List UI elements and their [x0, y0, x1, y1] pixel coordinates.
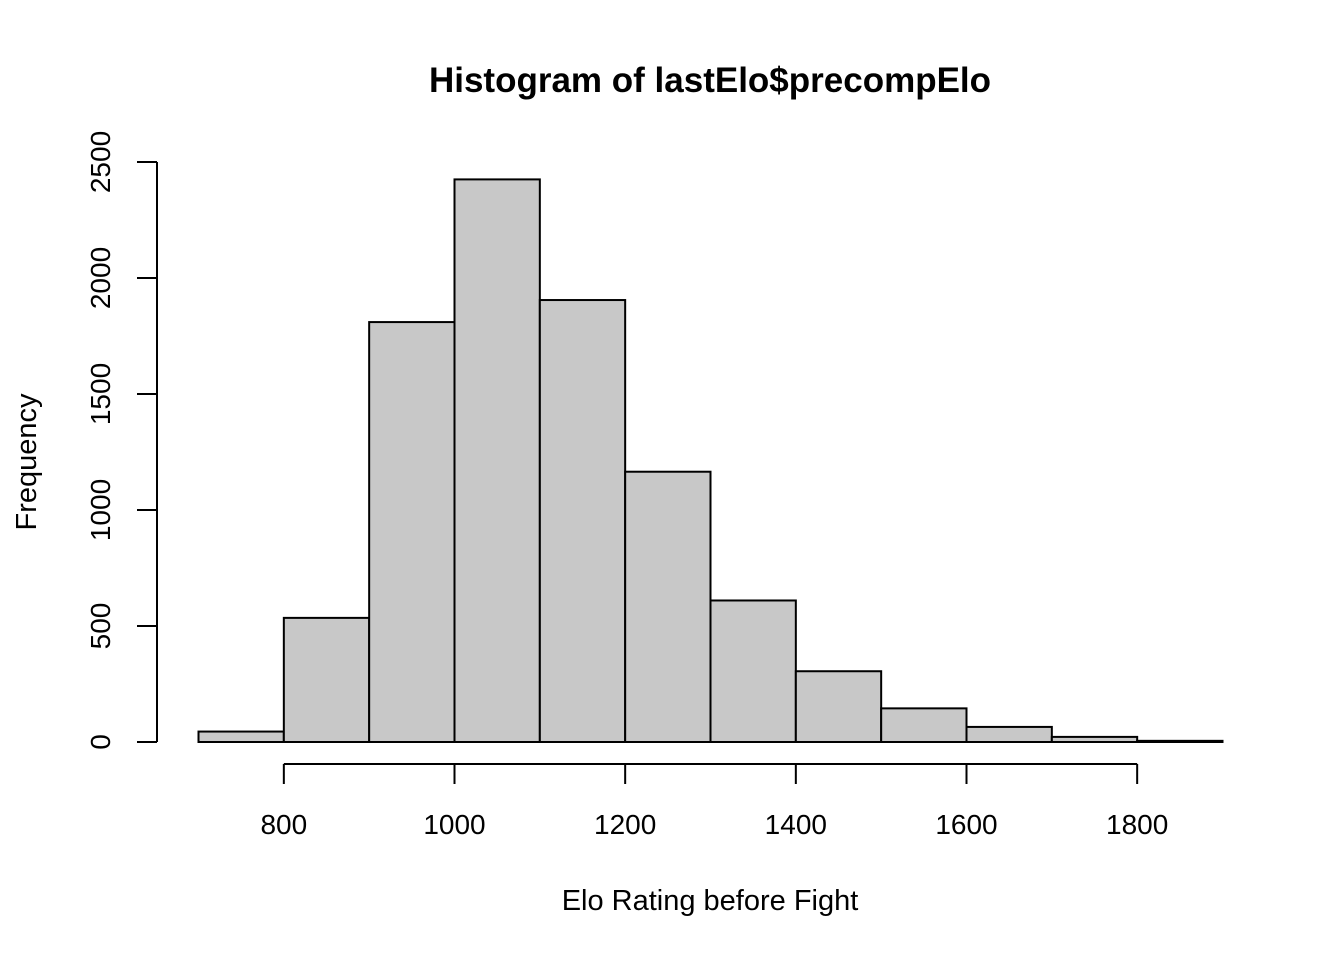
y-tick-label: 2000: [85, 247, 116, 309]
y-tick-label: 0: [85, 734, 116, 750]
histogram-bar-1600-1700: [965, 725, 1053, 743]
y-tick-label: 500: [85, 603, 116, 650]
x-tick-label: 1000: [423, 809, 485, 840]
bars-group: [197, 178, 1224, 744]
x-tick-label: 800: [260, 809, 307, 840]
histogram-bar-1700-1800: [1050, 735, 1139, 743]
y-tick-label: 1000: [85, 479, 116, 541]
x-axis: 800 1000 1200 1400 1600 1800: [260, 763, 1168, 840]
histogram-bar-1500-1600: [880, 707, 968, 743]
histogram-bar-1800-1900: [1136, 739, 1224, 744]
y-tick-label: 1500: [85, 363, 116, 425]
histogram-bar-1200-1300: [624, 470, 712, 743]
histogram-bar-1400-1500: [794, 670, 883, 743]
histogram-bar-1100-1200: [538, 299, 627, 743]
histogram-bar-700-800: [197, 730, 285, 743]
x-tick-label: 1600: [935, 809, 997, 840]
histogram-bar-1300-1400: [709, 599, 797, 743]
x-tick-label: 1400: [765, 809, 827, 840]
y-axis-label: Frequency: [11, 393, 43, 531]
y-axis: 0 500 1000 1500 2000 2500: [85, 131, 158, 750]
histogram-bar-900-1000: [368, 321, 456, 743]
histogram-bar-800-900: [282, 616, 371, 744]
x-axis-label: Elo Rating before Fight: [562, 885, 859, 917]
x-tick-label: 1800: [1106, 809, 1168, 840]
y-tick-label: 2500: [85, 131, 116, 193]
chart-title: Histogram of lastElo$precompElo: [429, 61, 991, 100]
histogram-bar-1000-1100: [453, 178, 541, 743]
x-tick-label: 1200: [594, 809, 656, 840]
